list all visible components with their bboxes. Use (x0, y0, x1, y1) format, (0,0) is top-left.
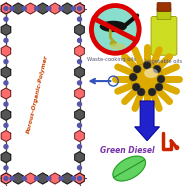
Circle shape (59, 7, 63, 11)
Polygon shape (1, 152, 11, 163)
Text: Green Diesel: Green Diesel (100, 146, 154, 155)
Polygon shape (1, 173, 11, 184)
Circle shape (4, 38, 8, 42)
Circle shape (78, 7, 82, 11)
Text: Vegetable oils: Vegetable oils (145, 59, 183, 64)
Ellipse shape (144, 68, 158, 78)
Circle shape (4, 102, 8, 106)
FancyArrow shape (135, 101, 160, 141)
Circle shape (78, 145, 82, 149)
Polygon shape (1, 24, 11, 35)
Text: Porous-Organic-Polymer: Porous-Organic-Polymer (26, 54, 49, 134)
Circle shape (129, 73, 137, 81)
Circle shape (132, 83, 140, 91)
Circle shape (22, 7, 26, 11)
Circle shape (137, 88, 145, 96)
Circle shape (4, 60, 8, 64)
Circle shape (174, 145, 179, 150)
Polygon shape (1, 3, 11, 14)
Circle shape (35, 177, 39, 180)
Circle shape (10, 7, 14, 11)
Circle shape (4, 145, 8, 149)
Circle shape (157, 75, 165, 83)
Circle shape (131, 63, 163, 95)
Circle shape (4, 177, 8, 180)
Polygon shape (50, 3, 60, 14)
Circle shape (35, 7, 39, 11)
Polygon shape (50, 173, 60, 184)
Polygon shape (1, 3, 11, 14)
Polygon shape (1, 46, 11, 57)
Polygon shape (113, 156, 145, 181)
Text: Waste-cooking oils: Waste-cooking oils (87, 57, 136, 62)
Circle shape (78, 17, 82, 21)
Circle shape (59, 177, 63, 180)
Circle shape (78, 81, 82, 85)
Polygon shape (1, 173, 11, 184)
Polygon shape (75, 88, 84, 99)
Polygon shape (75, 173, 84, 184)
Polygon shape (62, 3, 72, 14)
Circle shape (78, 177, 82, 180)
Circle shape (71, 177, 75, 180)
Polygon shape (1, 88, 11, 99)
Polygon shape (75, 67, 84, 78)
Circle shape (22, 177, 26, 180)
Polygon shape (62, 173, 72, 184)
Circle shape (91, 5, 139, 53)
Ellipse shape (100, 22, 126, 31)
Circle shape (4, 7, 8, 11)
Circle shape (4, 166, 8, 170)
Circle shape (78, 60, 82, 64)
Circle shape (4, 17, 8, 21)
Circle shape (155, 83, 163, 91)
FancyBboxPatch shape (157, 8, 171, 19)
Circle shape (47, 7, 51, 11)
Circle shape (78, 166, 82, 170)
Polygon shape (75, 152, 84, 163)
Polygon shape (75, 46, 84, 57)
Polygon shape (26, 173, 35, 184)
FancyBboxPatch shape (151, 16, 177, 55)
Circle shape (4, 123, 8, 127)
Polygon shape (1, 109, 11, 120)
Circle shape (143, 61, 151, 69)
Circle shape (133, 65, 141, 73)
Polygon shape (75, 3, 84, 14)
Polygon shape (75, 131, 84, 141)
Polygon shape (75, 173, 84, 184)
Polygon shape (38, 3, 47, 14)
Circle shape (71, 7, 75, 11)
Circle shape (47, 177, 51, 180)
Polygon shape (13, 3, 23, 14)
FancyBboxPatch shape (157, 3, 171, 12)
Polygon shape (75, 109, 84, 120)
Circle shape (153, 65, 161, 73)
Circle shape (78, 102, 82, 106)
Circle shape (78, 123, 82, 127)
Circle shape (148, 88, 156, 96)
Ellipse shape (110, 41, 116, 45)
Polygon shape (13, 173, 23, 184)
Circle shape (4, 81, 8, 85)
Circle shape (10, 177, 14, 180)
Ellipse shape (110, 44, 124, 49)
Polygon shape (38, 173, 47, 184)
Polygon shape (75, 3, 84, 14)
Polygon shape (1, 67, 11, 78)
Polygon shape (1, 131, 11, 141)
Polygon shape (75, 24, 84, 35)
Polygon shape (26, 3, 35, 14)
Circle shape (78, 38, 82, 42)
